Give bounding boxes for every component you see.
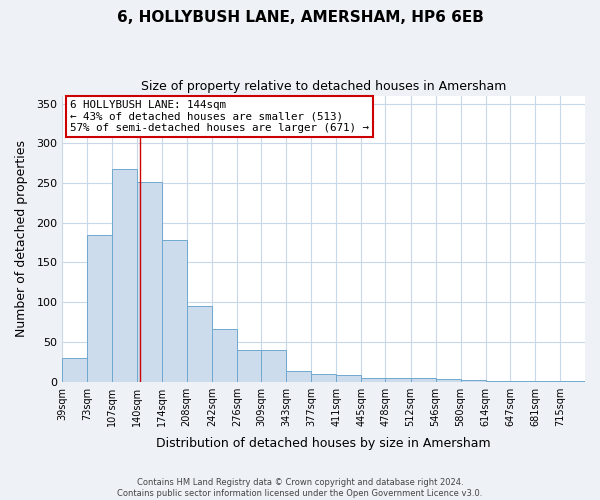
Y-axis label: Number of detached properties: Number of detached properties	[15, 140, 28, 337]
Text: Contains HM Land Registry data © Crown copyright and database right 2024.
Contai: Contains HM Land Registry data © Crown c…	[118, 478, 482, 498]
Bar	[485, 381, 511, 382]
Bar	[461, 380, 485, 382]
Bar	[137, 182, 162, 382]
Bar	[112, 168, 137, 382]
Text: 6 HOLLYBUSH LANE: 144sqm
← 43% of detached houses are smaller (513)
57% of semi-: 6 HOLLYBUSH LANE: 144sqm ← 43% of detach…	[70, 100, 369, 133]
Bar	[410, 378, 436, 382]
Bar	[436, 380, 461, 382]
Bar	[261, 350, 286, 382]
Text: 6, HOLLYBUSH LANE, AMERSHAM, HP6 6EB: 6, HOLLYBUSH LANE, AMERSHAM, HP6 6EB	[116, 10, 484, 25]
Bar	[560, 381, 585, 382]
Title: Size of property relative to detached houses in Amersham: Size of property relative to detached ho…	[141, 80, 506, 93]
Bar	[62, 358, 88, 382]
Bar	[336, 376, 361, 382]
X-axis label: Distribution of detached houses by size in Amersham: Distribution of detached houses by size …	[157, 437, 491, 450]
Bar	[311, 374, 336, 382]
Bar	[535, 381, 560, 382]
Bar	[187, 306, 212, 382]
Bar	[237, 350, 262, 382]
Bar	[510, 381, 535, 382]
Bar	[88, 234, 112, 382]
Bar	[286, 370, 311, 382]
Bar	[162, 240, 187, 382]
Bar	[361, 378, 386, 382]
Bar	[385, 378, 410, 382]
Bar	[212, 329, 237, 382]
